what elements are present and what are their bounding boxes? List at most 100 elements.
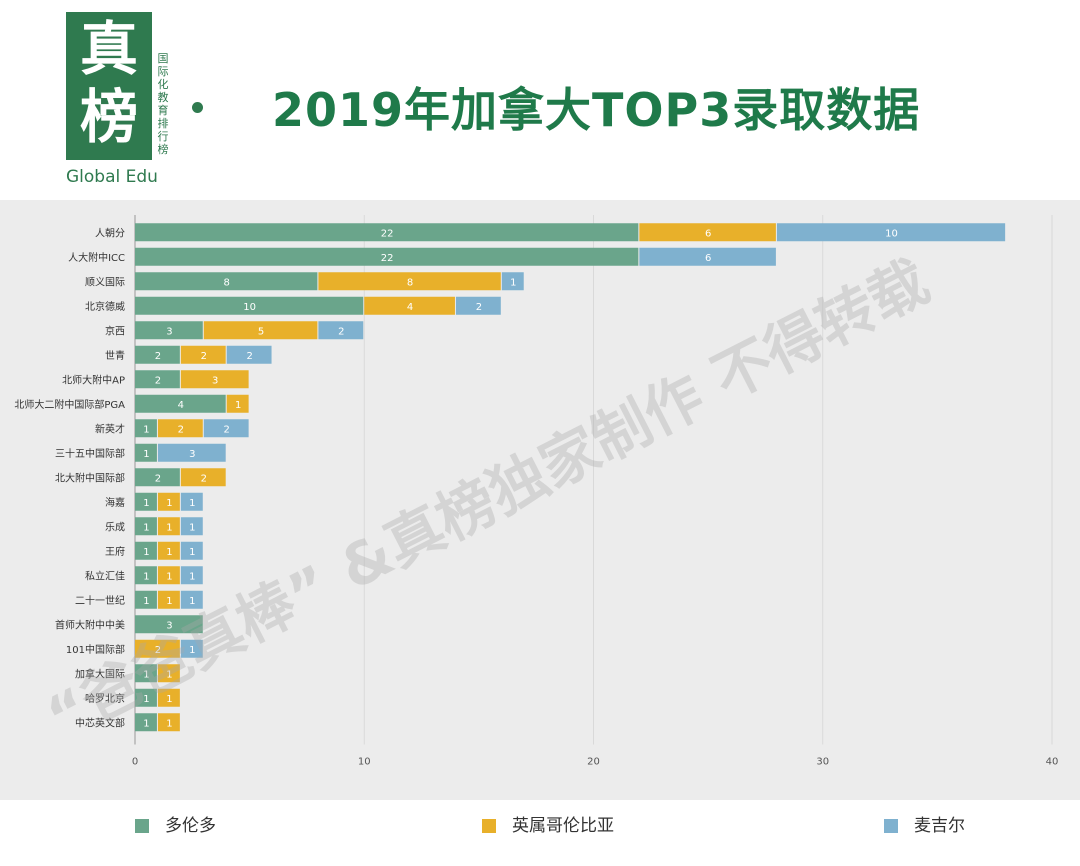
- data-label: 3: [189, 449, 195, 460]
- category-label: 三十五中国际部: [55, 447, 125, 460]
- title-bullet: [192, 102, 203, 113]
- x-tick-label: 40: [1046, 757, 1059, 768]
- bar-segment: [135, 492, 157, 511]
- bar-segment: [364, 296, 455, 315]
- data-label: 1: [166, 571, 172, 582]
- bar-segment: [639, 247, 776, 266]
- bar-segment: [318, 272, 501, 291]
- data-label: 3: [212, 375, 218, 386]
- data-label: 3: [166, 326, 172, 337]
- bar-segment: [180, 541, 203, 560]
- bar-segment: [180, 517, 203, 536]
- category-label: 二十一世纪: [75, 594, 125, 607]
- data-label: 2: [155, 375, 161, 386]
- data-label: 1: [189, 571, 195, 582]
- logo-char-top: 真: [79, 15, 138, 83]
- data-label: 1: [166, 547, 172, 558]
- data-label: 10: [885, 228, 898, 239]
- bar-segment: [157, 688, 180, 707]
- data-label: 1: [143, 424, 149, 435]
- legend: 多伦多 英属哥伦比亚 麦吉尔: [0, 800, 1080, 866]
- chart-panel: 0 10 20 30 40 人朝分 22 6 10 人大附中ICC 22 6 顺义国际 8 8 1 北京德威 10…: [0, 200, 1080, 800]
- data-label: 1: [143, 571, 149, 582]
- data-label: 1: [143, 669, 149, 680]
- category-label: 哈罗北京: [85, 692, 125, 705]
- legend-swatch-toronto: [135, 819, 149, 833]
- bar-segment: [776, 223, 1006, 242]
- category-label: 中芯英文部: [75, 716, 125, 729]
- logo-subtitle: Global Edu: [66, 167, 158, 187]
- data-label: 1: [189, 645, 195, 656]
- data-label: 1: [166, 596, 172, 607]
- bar-segment: [226, 345, 272, 364]
- category-label: 私立汇佳: [85, 569, 125, 582]
- bar-segment: [135, 443, 157, 462]
- bar-segment: [180, 566, 203, 585]
- data-label: 22: [381, 253, 394, 264]
- data-label: 2: [476, 302, 482, 313]
- legend-label-mcgill: 麦吉尔: [914, 816, 965, 836]
- page-title: 2019年加拿大TOP3录取数据: [272, 83, 921, 137]
- bar-segment: [639, 223, 776, 242]
- data-label: 1: [166, 522, 172, 533]
- bar-segment: [135, 321, 203, 340]
- category-label: 加拿大国际: [75, 667, 125, 680]
- bar-segment: [157, 566, 180, 585]
- data-label: 3: [166, 620, 172, 631]
- legend-label-ubc: 英属哥伦比亚: [512, 816, 614, 836]
- data-label: 1: [143, 522, 149, 533]
- data-label: 1: [189, 522, 195, 533]
- bar-segment: [135, 419, 157, 438]
- bar-segment: [203, 321, 318, 340]
- data-label: 2: [246, 351, 252, 362]
- bar-segment: [135, 639, 180, 658]
- data-label: 1: [166, 694, 172, 705]
- data-label: 1: [189, 596, 195, 607]
- category-label: 人大附中ICC: [68, 251, 125, 264]
- data-label: 6: [705, 228, 711, 239]
- bar-segment: [135, 296, 364, 315]
- category-label: 新英才: [95, 422, 125, 435]
- bar-segment: [135, 517, 157, 536]
- data-label: 2: [338, 326, 344, 337]
- data-label: 1: [235, 400, 241, 411]
- bar-segment: [180, 468, 226, 487]
- logo-box: [66, 12, 152, 160]
- category-label: 世青: [105, 349, 125, 362]
- bar-segment: [226, 394, 249, 413]
- category-label: 乐成: [105, 521, 125, 533]
- data-label: 8: [407, 277, 413, 288]
- bar-segment: [135, 664, 157, 683]
- category-label: 北师大二附中国际部PGA: [14, 398, 125, 411]
- data-label: 22: [381, 228, 394, 239]
- legend-label-toronto: 多伦多: [165, 816, 216, 836]
- x-tick-label: 20: [587, 757, 600, 768]
- data-label: 1: [166, 718, 172, 729]
- data-label: 2: [155, 645, 161, 656]
- bar-segment: [180, 639, 203, 658]
- data-label: 1: [166, 669, 172, 680]
- bar-segment: [180, 370, 249, 389]
- bar-segment: [157, 443, 226, 462]
- x-tick-label: 30: [816, 757, 829, 768]
- bar-segment: [135, 468, 180, 487]
- bar-segment: [180, 345, 226, 364]
- bar-segment: [135, 370, 180, 389]
- logo-vertical-text: 国际化教育排行榜: [157, 52, 169, 156]
- bar-segment: [203, 419, 249, 438]
- bar-segment: [157, 419, 203, 438]
- legend-swatch-mcgill: [884, 819, 898, 833]
- data-label: 10: [243, 302, 256, 313]
- category-label: 北师大附中AP: [62, 373, 125, 386]
- bar-segment: [135, 541, 157, 560]
- data-label: 5: [258, 326, 264, 337]
- bar-segment: [157, 590, 180, 609]
- bar-segment: [135, 688, 157, 707]
- data-label: 1: [189, 547, 195, 558]
- data-label: 1: [166, 498, 172, 509]
- category-label: 北京德威: [85, 300, 125, 313]
- category-label: 顺义国际: [85, 276, 125, 288]
- header: 真 榜 国际化教育排行榜 Global Edu 2019年加拿大TOP3录取数据: [0, 0, 1080, 200]
- data-label: 1: [510, 277, 516, 288]
